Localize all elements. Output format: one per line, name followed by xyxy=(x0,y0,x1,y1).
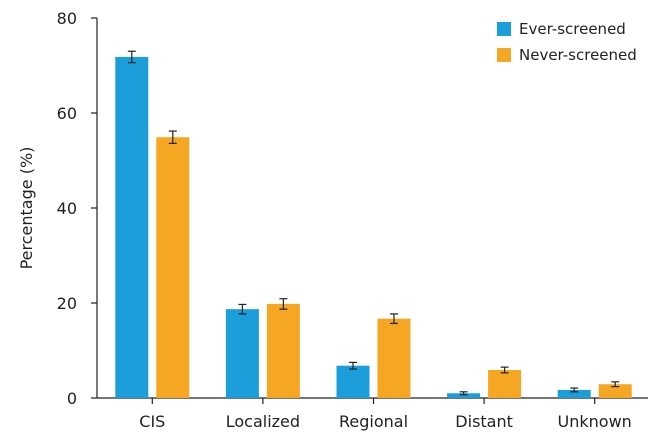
legend-label: Never-screened xyxy=(519,46,637,64)
x-tick-label: CIS xyxy=(139,412,165,431)
x-tick-label: Regional xyxy=(339,412,408,431)
y-tick-label: 60 xyxy=(57,104,77,123)
bars-group xyxy=(115,50,632,398)
y-axis-title: Percentage (%) xyxy=(17,147,36,270)
bar xyxy=(266,303,300,398)
legend: Ever-screened Never-screened xyxy=(497,20,637,64)
legend-swatch xyxy=(497,48,511,62)
y-tick-labels: 0 20 40 60 80 xyxy=(57,9,77,408)
bar xyxy=(377,318,411,398)
x-tick-label: Localized xyxy=(226,412,300,431)
bar xyxy=(598,384,632,398)
bar xyxy=(557,389,591,398)
x-tick-label: Unknown xyxy=(558,412,632,431)
bar xyxy=(447,393,481,398)
y-tick-label: 40 xyxy=(57,199,77,218)
bar xyxy=(336,365,370,398)
y-tick-label: 20 xyxy=(57,294,77,313)
legend-label: Ever-screened xyxy=(519,20,626,38)
bar xyxy=(225,309,259,398)
legend-swatch xyxy=(497,22,511,36)
y-tick-label: 80 xyxy=(57,9,77,28)
bar xyxy=(115,56,149,398)
bar xyxy=(156,137,190,398)
x-tick-labels: CIS Localized Regional Distant Unknown xyxy=(139,412,632,431)
bar xyxy=(488,369,522,398)
x-tick-label: Distant xyxy=(455,412,513,431)
y-tick-label: 0 xyxy=(67,389,77,408)
